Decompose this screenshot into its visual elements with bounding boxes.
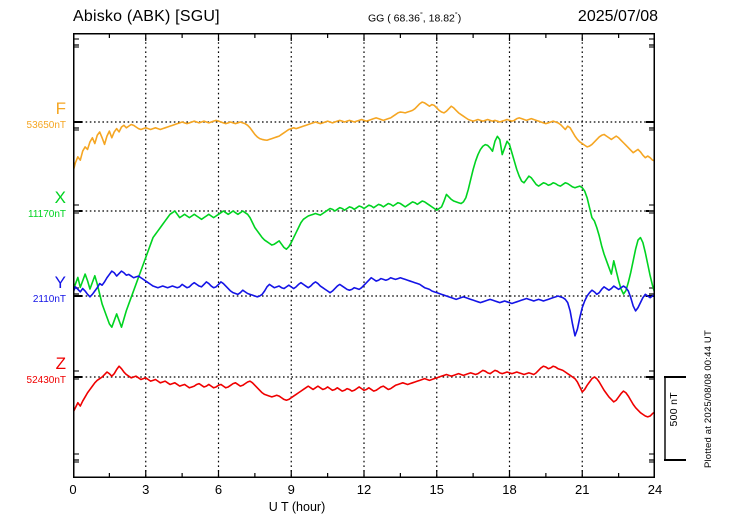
x-axis-title-wrap: U T (hour) (0, 500, 730, 514)
component-baseline-y: 2110nT (32, 294, 66, 305)
trace-z (73, 365, 655, 418)
geo-mid: , 18.82 (422, 12, 455, 25)
component-symbol-x: X (54, 188, 66, 207)
geo-prefix: GG ( 68.36 (368, 12, 420, 25)
observation-date: 2025/07/08 (577, 8, 658, 25)
trace-x (73, 135, 655, 329)
trace-y (73, 270, 655, 337)
component-symbol-y: Y (54, 273, 66, 292)
station-title: Abisko (ABK) [SGU] (73, 8, 220, 25)
component-label-f: F 53650nT (4, 100, 66, 131)
plot-canvas (73, 33, 655, 478)
magnetogram-plot (73, 33, 655, 478)
x-tick-label-9: 9 (287, 482, 295, 497)
component-symbol-z: Z (55, 354, 66, 373)
x-tick-label-24: 24 (647, 482, 663, 497)
scale-bar-label: 500 nT (668, 392, 680, 427)
component-baseline-z: 52430nT (26, 375, 66, 386)
x-tick-label-6: 6 (214, 482, 223, 497)
geo-suffix: ) (457, 12, 462, 25)
plotted-at-caption: Plotted at 2025/08/08 00:44 UT (703, 330, 714, 469)
x-tick-label-0: 0 (69, 482, 77, 497)
x-tick-label-18: 18 (502, 482, 517, 497)
x-tick-label-3: 3 (142, 482, 150, 497)
trace-f (73, 101, 655, 173)
component-symbol-f: F (55, 99, 66, 118)
component-baseline-f: 53650nT (26, 120, 66, 131)
x-tick-label-15: 15 (429, 482, 444, 497)
component-label-z: Z 52430nT (4, 355, 66, 386)
component-baseline-x: 11170nT (28, 209, 66, 220)
x-tick-label-12: 12 (356, 482, 372, 497)
x-axis-title: U T (hour) (268, 500, 326, 514)
scale-bar (664, 376, 686, 461)
geographic-coordinates: GG ( 68.36°, 18.82°) (368, 12, 461, 25)
component-label-x: X 11170nT (4, 189, 66, 220)
degree-symbol-2: ° (454, 12, 458, 19)
component-label-y: Y 2110nT (4, 274, 66, 305)
degree-symbol-1: ° (419, 12, 423, 19)
plot-frame (73, 33, 655, 478)
x-tick-label-21: 21 (575, 482, 590, 497)
